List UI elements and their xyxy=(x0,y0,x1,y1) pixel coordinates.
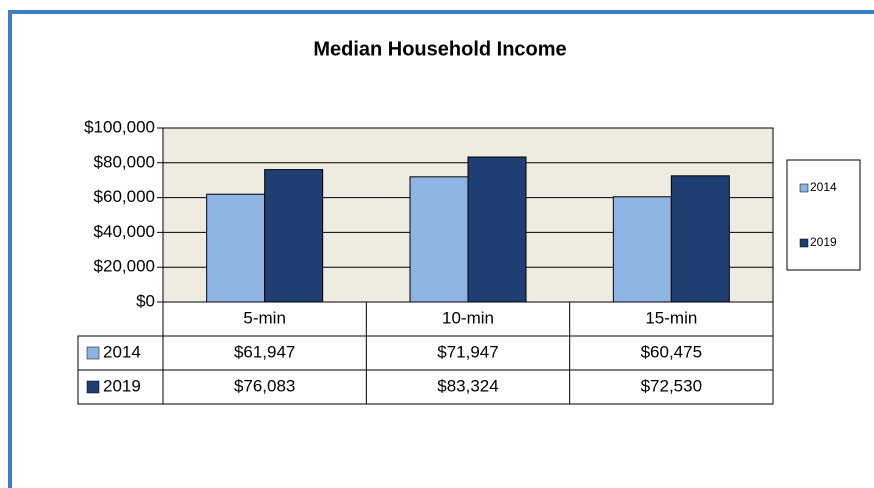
y-tick-label: $80,000 xyxy=(94,152,155,171)
table-series-name: 2014 xyxy=(103,342,141,361)
y-tick-label: $0 xyxy=(136,291,155,310)
legend xyxy=(786,159,861,271)
data-label: $61,947 xyxy=(234,342,295,361)
data-label: $71,947 xyxy=(437,342,498,361)
bar xyxy=(670,175,730,303)
y-tick-label: $60,000 xyxy=(94,187,155,206)
legend-label: 2019 xyxy=(810,235,837,249)
bar xyxy=(409,176,469,303)
bar xyxy=(264,169,324,303)
x-tick-label: 10-min xyxy=(442,308,494,327)
legend-swatch xyxy=(799,238,809,248)
data-label: $76,083 xyxy=(234,376,295,395)
table-swatch xyxy=(86,380,100,394)
y-tick-label: $20,000 xyxy=(94,257,155,276)
data-label: $60,475 xyxy=(641,342,702,361)
data-label: $72,530 xyxy=(641,376,702,395)
legend-label: 2014 xyxy=(810,180,837,194)
chart-title: Median Household Income xyxy=(313,38,566,60)
x-tick-label: 15-min xyxy=(645,308,697,327)
table-swatch xyxy=(86,346,100,360)
bar xyxy=(467,156,527,303)
bar xyxy=(206,193,266,303)
y-tick-label: $100,000 xyxy=(84,117,155,136)
table-series-name: 2019 xyxy=(103,376,141,395)
y-tick-label: $40,000 xyxy=(94,222,155,241)
data-label: $83,324 xyxy=(437,376,498,395)
x-tick-label: 5-min xyxy=(243,308,286,327)
bar xyxy=(612,196,672,303)
legend-swatch xyxy=(799,183,809,193)
